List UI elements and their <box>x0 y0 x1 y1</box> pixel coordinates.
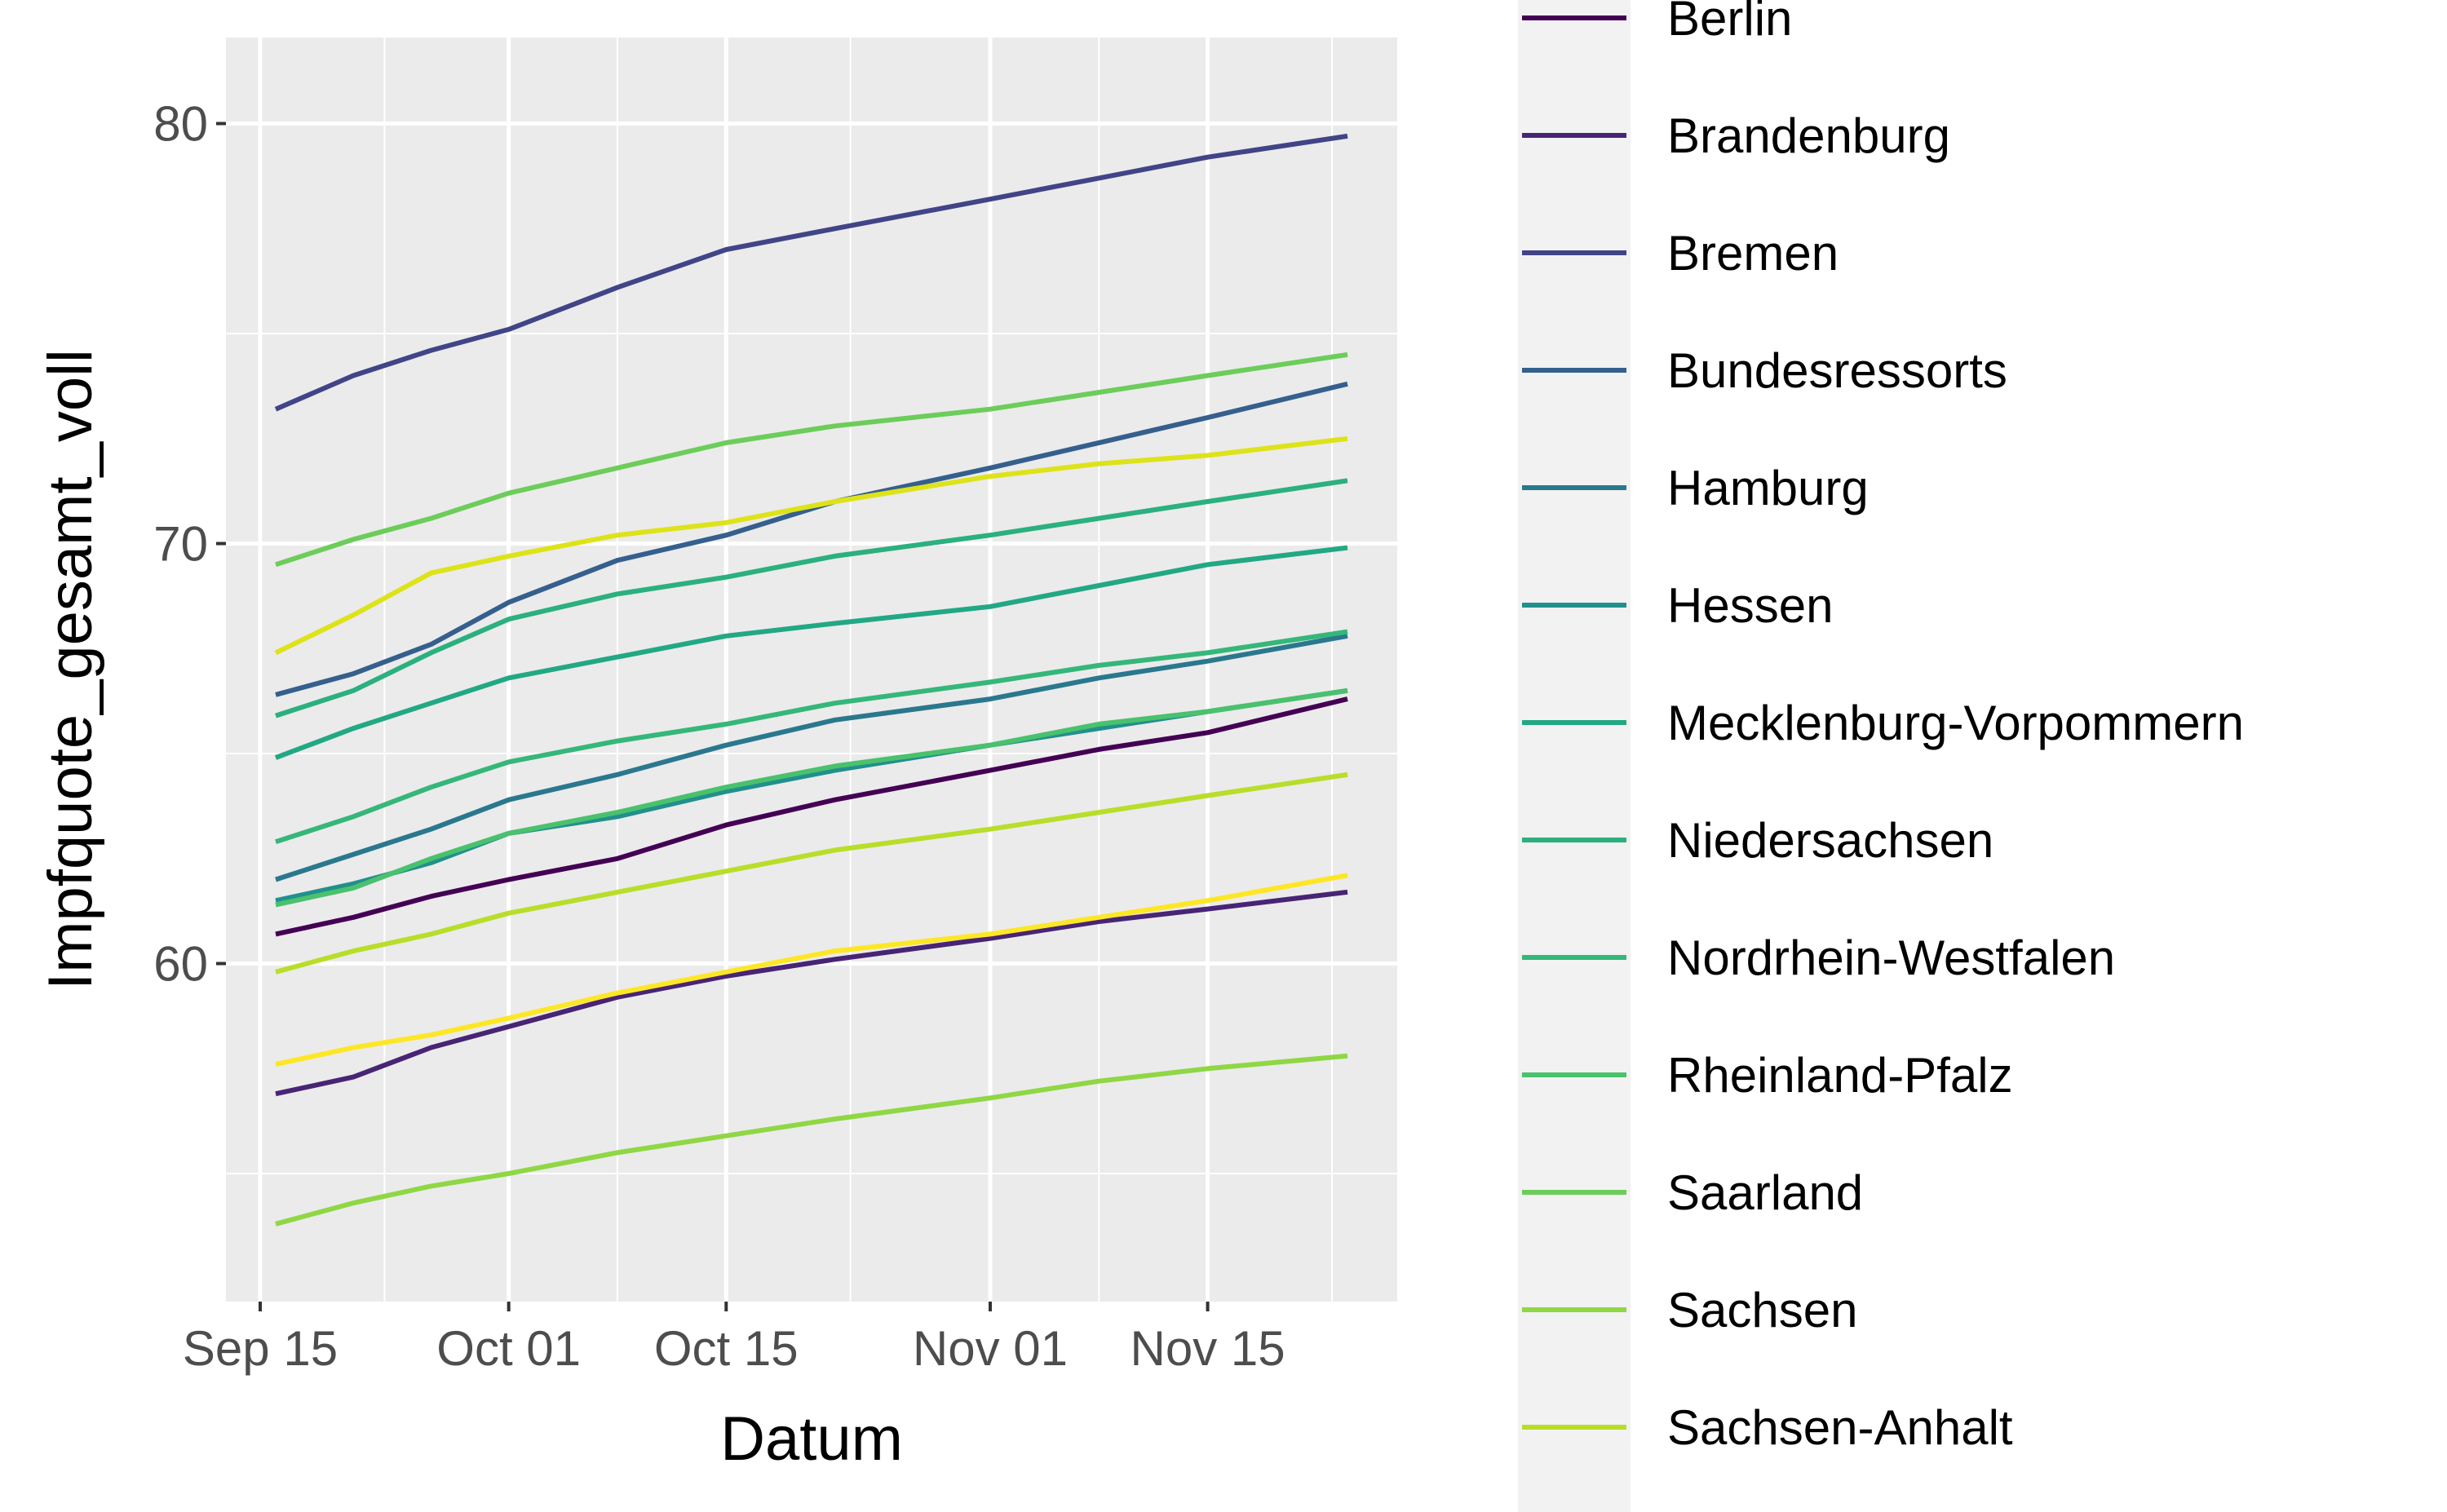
legend: Berlin Brandenburg Bremen Bundesressorts Ham… <box>1522 0 2244 1455</box>
legend-item: Sachsen <box>1522 1283 1858 1337</box>
x-axis-title: Datum <box>720 1404 903 1474</box>
series-line-niedersachsen <box>275 478 1348 718</box>
legend-item: Saarland <box>1522 1165 1863 1220</box>
series-line-brandenburg <box>275 889 1348 1097</box>
legend-label: Nordrhein-Westfalen <box>1667 931 2115 985</box>
series-line-mecklenburg-vorpommern <box>274 545 1348 760</box>
series-line-bremen <box>274 133 1348 412</box>
legend-label: Bundesressorts <box>1667 343 2007 398</box>
legend-item: Mecklenburg-Vorpommern <box>1522 696 2244 750</box>
y-tick-label: 70 <box>153 517 208 572</box>
legend-background <box>1518 0 1631 1512</box>
legend-item: Berlin <box>1522 0 1792 46</box>
legend-item: Niedersachsen <box>1522 813 1993 868</box>
x-tick-label: Oct 15 <box>654 1321 799 1376</box>
legend-label: Hessen <box>1667 578 1833 633</box>
series-line-unlabeled-14 <box>275 873 1348 1068</box>
series-line-sachsen <box>275 1053 1348 1227</box>
legend-label: Brandenburg <box>1667 108 1950 163</box>
x-tick-label: Oct 01 <box>436 1321 581 1376</box>
x-tick-label: Nov 01 <box>913 1321 1068 1376</box>
legend-item: Nordrhein-Westfalen <box>1522 931 2115 985</box>
series-line-rheinland-pfalz <box>275 687 1348 908</box>
legend-label: Sachsen-Anhalt <box>1667 1400 2013 1455</box>
series-line-nordrhein-westfalen <box>275 629 1348 845</box>
series-line-berlin <box>275 696 1348 937</box>
x-tick-label: Nov 15 <box>1131 1321 1285 1376</box>
series-line-sachsen-anhalt <box>275 771 1348 975</box>
legend-label: Sachsen <box>1667 1283 1858 1337</box>
legend-label: Bremen <box>1667 226 1839 281</box>
legend-item: Sachsen-Anhalt <box>1522 1400 2013 1455</box>
series-line-bundesressorts <box>275 381 1348 697</box>
series-line-unlabeled-13 <box>274 435 1348 656</box>
legend-label: Saarland <box>1667 1165 1863 1220</box>
legend-label: Rheinland-Pfalz <box>1667 1048 2013 1103</box>
legend-label: Niedersachsen <box>1667 813 1993 868</box>
legend-item: Brandenburg <box>1522 108 1950 163</box>
legend-item: Hamburg <box>1522 461 1869 515</box>
legend-label: Hamburg <box>1667 461 1869 515</box>
series-line-saarland <box>275 351 1348 568</box>
series-lines <box>274 133 1348 1227</box>
axes: 60 70 80 Sep 15 Oct 01 Oct 15 Nov 01 Nov 15 <box>153 97 1285 1377</box>
legend-item: Bremen <box>1522 226 1839 281</box>
gridlines <box>226 38 1397 1302</box>
y-axis-title: Impfquote_gesamt_voll <box>36 349 105 990</box>
series-line-hamburg <box>275 633 1348 882</box>
legend-label: Berlin <box>1667 0 1792 46</box>
legend-item: Bundesressorts <box>1522 343 2007 398</box>
y-tick-label: 60 <box>153 937 208 992</box>
legend-item: Hessen <box>1522 578 1833 633</box>
x-tick-label: Sep 15 <box>183 1321 338 1376</box>
legend-item: Rheinland-Pfalz <box>1522 1048 2013 1103</box>
panel-background <box>226 38 1397 1302</box>
legend-label: Mecklenburg-Vorpommern <box>1667 696 2244 750</box>
y-tick-label: 80 <box>153 97 208 152</box>
